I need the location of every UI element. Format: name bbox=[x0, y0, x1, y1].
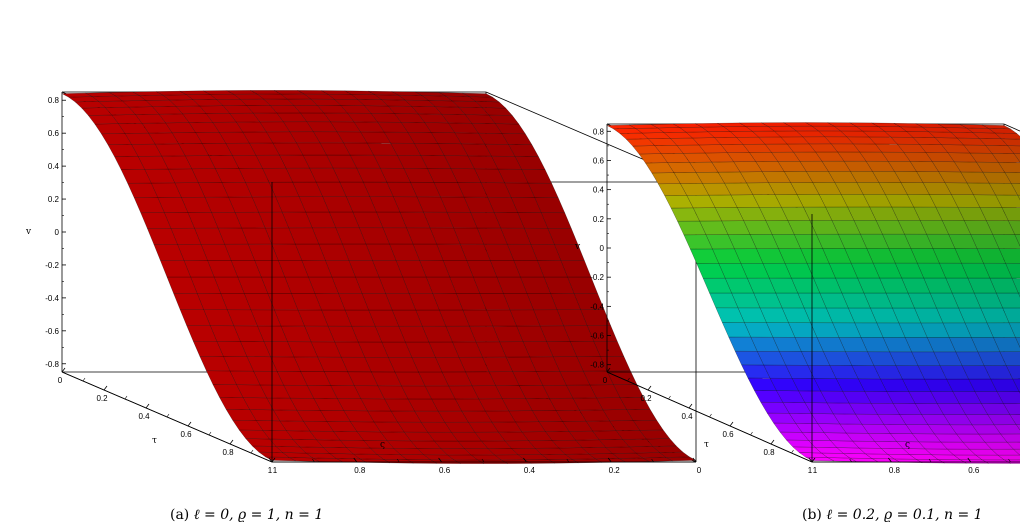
panel-b-z-tick-label: -0.6 bbox=[590, 332, 604, 341]
caption-a: (a) ℓ = 0, ϱ = 1, n = 1 bbox=[170, 507, 323, 524]
panel-b-x-tick bbox=[606, 367, 611, 373]
panel-b-x-tick bbox=[811, 457, 816, 463]
panel-b-y-minor-tick bbox=[1008, 458, 1011, 463]
panel-b-x-tick-label: 0 bbox=[603, 376, 608, 385]
panel-b-x-minor-tick bbox=[627, 377, 630, 382]
panel-a-z-tick-label: 0 bbox=[55, 228, 60, 237]
panel-b-y-tick bbox=[967, 457, 972, 463]
panel-a-x-minor-tick bbox=[208, 431, 212, 436]
panel-b-x-tick-label: 0.6 bbox=[722, 430, 734, 439]
panel-a-y-tick bbox=[523, 457, 527, 463]
panel-b-x-tick-label: 1 bbox=[808, 466, 813, 475]
caption-b: (b) ℓ = 0.2, ϱ = 0.1, n = 1 bbox=[802, 507, 983, 524]
panel-b-y-minor-tick bbox=[928, 458, 932, 463]
panel-a-x-tick-label: 0.6 bbox=[180, 430, 192, 439]
panel-a-y-tick-label: 0.8 bbox=[354, 466, 366, 475]
panel-b-x-axis-label: τ bbox=[704, 440, 709, 450]
panel-a-z-tick-label: 0.2 bbox=[48, 195, 60, 204]
panel-a-y-minor-tick bbox=[312, 458, 315, 463]
panel-a-y-minor-tick bbox=[566, 458, 570, 463]
panel-b-y-tick bbox=[808, 457, 813, 463]
panel-b-surface-patch bbox=[606, 124, 637, 130]
panel-a-y-tick bbox=[607, 457, 612, 463]
panel-b-y-tick-label: 1 bbox=[813, 466, 818, 475]
panel-a-y-tick-label: 0 bbox=[697, 466, 702, 475]
panel-a-z-tick-label: 0.4 bbox=[48, 162, 60, 171]
panel-b-z-tick-label: 0.2 bbox=[593, 215, 605, 224]
panel-b-x-tick bbox=[770, 439, 775, 445]
panel-b-z-tick-label: -0.2 bbox=[590, 273, 604, 282]
panel-b-x-minor-tick bbox=[709, 413, 712, 418]
panel-a-x-minor-tick bbox=[82, 377, 86, 382]
panel-b-z-tick-label: 0.8 bbox=[593, 127, 605, 136]
panel-b-z-tick-label: 0.4 bbox=[593, 186, 605, 195]
panel-a-z-tick-label: -0.4 bbox=[45, 294, 59, 303]
panel-a-z-tick-label: -0.6 bbox=[45, 327, 59, 336]
panel-b-y-tick-label: 0.8 bbox=[889, 466, 901, 475]
panel-a-y-minor-tick bbox=[396, 458, 400, 463]
panel-b-y-tick-label: 0.6 bbox=[968, 466, 980, 475]
caption-b-prefix: (b) bbox=[802, 507, 827, 523]
panel-a-y-tick bbox=[353, 457, 358, 463]
caption-a-math: ℓ = 0, ϱ = 1, n = 1 bbox=[193, 507, 324, 523]
panel-a-y-axis-label: ς bbox=[380, 440, 385, 450]
panel-a-y-tick-label: 0.2 bbox=[609, 466, 621, 475]
panel-a-z-tick-label: 0.6 bbox=[48, 129, 60, 138]
panel-b-x-minor-tick bbox=[791, 449, 794, 454]
panel-a-x-minor-tick bbox=[124, 395, 128, 400]
panel-b-x-minor-tick bbox=[668, 395, 671, 400]
panel-a-z-tick-label: 0.8 bbox=[48, 96, 60, 105]
panel-a-x-minor-tick bbox=[166, 413, 170, 418]
panel-b-y-tick bbox=[888, 457, 892, 463]
panel-b-x-tick bbox=[688, 403, 693, 409]
panel-a-y-minor-tick bbox=[481, 458, 485, 463]
panel-b-z-axis-label: v bbox=[574, 242, 581, 252]
panel-a-x-tick bbox=[229, 439, 234, 445]
panel-a-y-minor-tick bbox=[651, 458, 654, 463]
panel-b-x-tick bbox=[729, 421, 734, 427]
panel-a-y-tick bbox=[692, 457, 697, 463]
panel-b-z-tick-label: 0.6 bbox=[593, 156, 605, 165]
panel-a-x-tick bbox=[271, 457, 276, 463]
caption-a-prefix: (a) bbox=[170, 507, 194, 523]
panel-b-y-axis-label: ς bbox=[905, 440, 910, 450]
panel-b-x-minor-tick bbox=[750, 431, 753, 436]
panel-b-surface bbox=[606, 122, 1020, 464]
panel-a-x-minor-tick bbox=[250, 449, 254, 454]
panel-a-z-tick-label: -0.8 bbox=[45, 360, 59, 369]
panel-a-y-tick-label: 0.6 bbox=[439, 466, 451, 475]
caption-b-math: ℓ = 0.2, ϱ = 0.1, n = 1 bbox=[826, 507, 983, 523]
panel-a-plot: -0.8 -0.6 -0.4 -0.2 0 0.2 0.4 0.6 0.8 v 0 0.2 0.4 0.6… bbox=[25, 90, 702, 475]
panel-b-y-minor-tick bbox=[849, 458, 852, 463]
panel-b-x-tick-label: 0.4 bbox=[681, 412, 693, 421]
panel-b-plot: -0.8 -0.6 -0.4 -0.2 0 0.2 0.4 0.6 0.8 v 0 0.2 0.4 0.6… bbox=[574, 122, 1020, 475]
panel-a-surface bbox=[61, 90, 697, 464]
panel-a-x-tick bbox=[61, 367, 66, 373]
panel-a-x-tick-label: 0.2 bbox=[96, 394, 108, 403]
panel-b-z-tick-label: -0.4 bbox=[590, 302, 604, 311]
panel-a-surface-patch bbox=[61, 92, 93, 98]
panel-a-z-axis-label: v bbox=[25, 227, 32, 237]
panel-a-x-tick-label: 0.8 bbox=[222, 448, 234, 457]
panel-a-y-tick-label: 0.4 bbox=[524, 466, 536, 475]
panel-a-x-tick-label: 0.4 bbox=[138, 412, 150, 421]
panel-a-y-tick bbox=[438, 457, 442, 463]
panel-a-z-tick-label: -0.2 bbox=[45, 261, 59, 270]
panel-a-y-tick-label: 1 bbox=[273, 466, 278, 475]
panel-b-z-tick-label: 0 bbox=[600, 244, 605, 253]
panel-a-x-tick-label: 0 bbox=[58, 376, 63, 385]
panel-a-x-tick bbox=[187, 421, 192, 427]
panel-a-x-tick bbox=[145, 403, 150, 409]
panel-b-x-tick-label: 0.8 bbox=[763, 448, 775, 457]
panel-a-x-tick-label: 1 bbox=[268, 466, 273, 475]
panel-a-x-tick bbox=[103, 385, 108, 391]
panel-a-x-axis-label: τ bbox=[152, 436, 157, 446]
panel-b-z-tick-label: -0.8 bbox=[590, 361, 604, 370]
panel-a-y-tick bbox=[268, 457, 273, 463]
panel-b-x-tick bbox=[647, 385, 652, 391]
panel-b-x-tick-label: 0.2 bbox=[640, 394, 652, 403]
